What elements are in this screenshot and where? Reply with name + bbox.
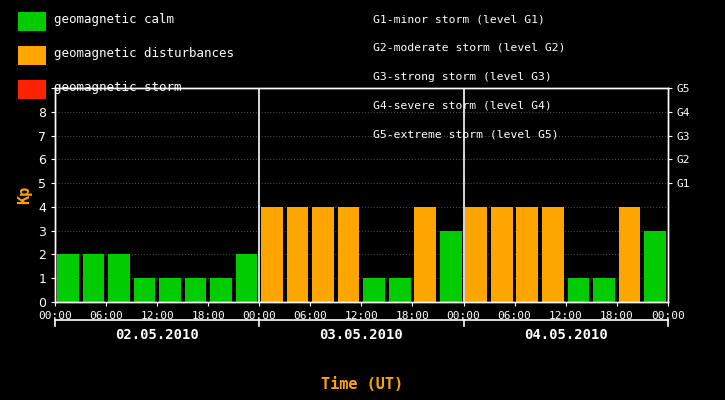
Text: G1-minor storm (level G1): G1-minor storm (level G1) [373, 14, 545, 24]
Bar [542, 207, 564, 302]
Bar [236, 254, 257, 302]
Bar [83, 254, 104, 302]
Bar [338, 207, 360, 302]
Bar [287, 207, 308, 302]
Text: geomagnetic calm: geomagnetic calm [54, 13, 175, 26]
Bar [363, 278, 385, 302]
Y-axis label: Kp: Kp [17, 186, 33, 204]
Bar [491, 207, 513, 302]
Bar [618, 207, 640, 302]
Bar [516, 207, 538, 302]
Bar [465, 207, 487, 302]
Bar [159, 278, 181, 302]
Bar [389, 278, 410, 302]
Bar [57, 254, 79, 302]
Text: G3-strong storm (level G3): G3-strong storm (level G3) [373, 72, 552, 82]
Text: Time (UT): Time (UT) [321, 377, 404, 392]
Bar [185, 278, 207, 302]
Text: 04.05.2010: 04.05.2010 [523, 328, 608, 342]
Bar [133, 278, 155, 302]
Text: G4-severe storm (level G4): G4-severe storm (level G4) [373, 100, 552, 110]
Text: 03.05.2010: 03.05.2010 [320, 328, 403, 342]
Bar [312, 207, 334, 302]
Bar [644, 231, 666, 302]
Text: geomagnetic disturbances: geomagnetic disturbances [54, 47, 234, 60]
Bar [568, 278, 589, 302]
Bar [415, 207, 436, 302]
Text: G5-extreme storm (level G5): G5-extreme storm (level G5) [373, 129, 559, 139]
Bar [593, 278, 615, 302]
Bar [108, 254, 130, 302]
Bar [261, 207, 283, 302]
Text: geomagnetic storm: geomagnetic storm [54, 81, 182, 94]
Text: G2-moderate storm (level G2): G2-moderate storm (level G2) [373, 43, 566, 53]
Bar [440, 231, 462, 302]
Bar [210, 278, 232, 302]
Text: 02.05.2010: 02.05.2010 [115, 328, 199, 342]
